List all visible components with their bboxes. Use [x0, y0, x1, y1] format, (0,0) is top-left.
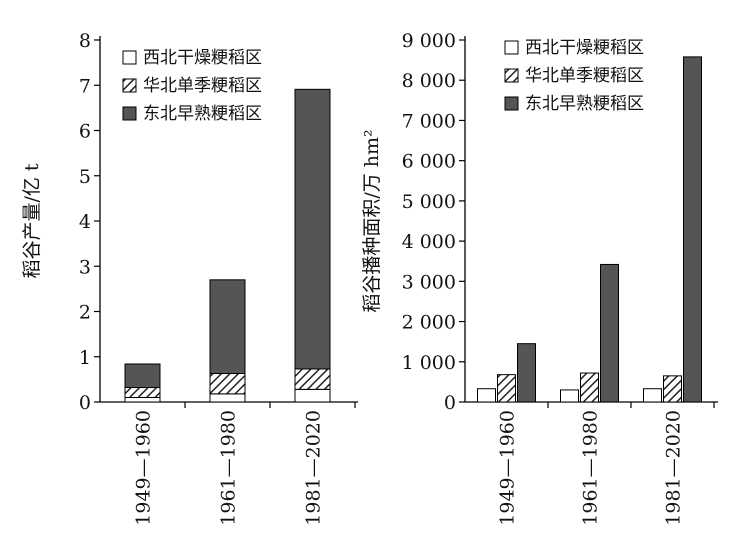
left-bar-s1-c3 — [294, 388, 331, 403]
right-x-tick-label: 1981—2020 — [663, 410, 685, 526]
left-y-tick-label: 1 — [79, 347, 91, 369]
left-bar-s1-c2 — [209, 393, 246, 403]
right-legend-label: 东北早熟粳稻区 — [525, 93, 644, 114]
left-bar-s3-c2 — [209, 279, 246, 374]
left-legend-label: 东北早熟粳稻区 — [143, 103, 262, 124]
left-bar-s2-c3 — [294, 368, 331, 390]
right-y-tick-label: 1 000 — [402, 352, 456, 374]
right-bar-s1-c1 — [477, 388, 496, 403]
right-y-tick-label: 9 000 — [402, 30, 456, 52]
left-bar-s3-c3 — [294, 88, 331, 370]
right-legend-label: 西北干燥粳稻区 — [525, 38, 644, 58]
right-bar-s1-c2 — [560, 389, 579, 403]
right-bar-s3-c2 — [600, 263, 619, 403]
left-y-tick-label: 4 — [79, 211, 91, 233]
right-legend-swatch — [504, 68, 519, 83]
right-legend-label: 华北单季粳稻区 — [525, 66, 644, 86]
right-bar-s3-c1 — [517, 343, 536, 403]
left-x-tick-label: 1961—1980 — [218, 410, 240, 526]
left-y-tick-label: 0 — [79, 392, 91, 414]
left-y-tick-label: 5 — [79, 166, 91, 188]
left-y-tick-label: 3 — [79, 256, 91, 278]
right-bar-s2-c2 — [580, 372, 599, 403]
right-bar-s3-c3 — [683, 56, 702, 403]
left-legend-swatch — [122, 106, 137, 121]
right-y-tick-label: 7 000 — [402, 110, 456, 132]
left-bar-s2-c1 — [124, 387, 161, 398]
right-y-tick-label: 0 — [444, 392, 456, 414]
right-y-tick-label: 2 000 — [402, 312, 456, 334]
left-legend-swatch — [122, 78, 137, 93]
right-y-tick-label: 4 000 — [402, 231, 456, 253]
right-bar-s2-c1 — [497, 374, 516, 403]
left-x-tick-label: 1949—1960 — [133, 410, 155, 526]
right-y-axis-label: 稻谷播种面积/万 hm² — [361, 129, 383, 312]
left-bar-s3-c1 — [124, 363, 161, 389]
right-x-tick-label: 1949—1960 — [497, 410, 519, 526]
right-legend-swatch — [504, 96, 519, 111]
right-x-tick-label: 1961—1980 — [580, 410, 602, 526]
left-legend-label: 西北干燥粳稻区 — [143, 48, 262, 68]
right-y-tick-label: 6 000 — [402, 151, 456, 173]
left-legend-swatch — [122, 50, 137, 65]
left-y-tick-label: 7 — [79, 75, 91, 97]
left-x-tick-label: 1981—2020 — [303, 410, 325, 526]
left-legend-label: 华北单季粳稻区 — [143, 76, 262, 96]
left-y-tick-label: 6 — [79, 121, 91, 143]
left-y-tick-label: 8 — [79, 30, 91, 52]
left-bar-s1-c1 — [124, 396, 161, 403]
right-legend-swatch — [504, 40, 519, 55]
left-y-tick-label: 2 — [79, 302, 91, 324]
right-y-tick-label: 3 000 — [402, 271, 456, 293]
right-y-tick-label: 8 000 — [402, 70, 456, 92]
right-y-tick-label: 5 000 — [402, 191, 456, 213]
right-bar-s1-c3 — [643, 388, 662, 403]
left-y-axis-label: 稻谷产量/亿 t — [21, 163, 43, 278]
left-bar-s2-c2 — [209, 372, 246, 395]
right-bar-s2-c3 — [663, 375, 682, 403]
